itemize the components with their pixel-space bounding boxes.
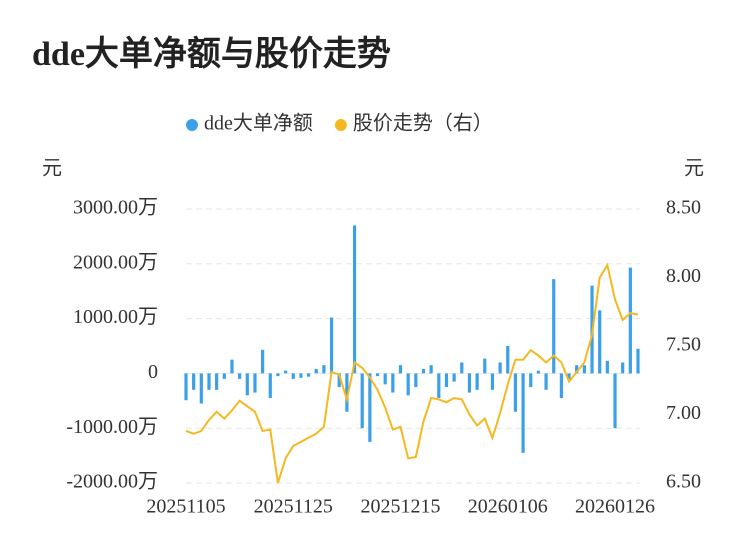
y2-tick-label: 7.50 [666,334,701,356]
x-tick-label: 20251105 [146,496,225,518]
bar [222,373,226,379]
bar [261,349,265,374]
bar [345,373,349,412]
bar [460,362,464,374]
bar [230,359,234,374]
bar [192,373,196,390]
y-tick-label: 3000.00万 [73,197,158,219]
bar [605,360,609,374]
bar [299,373,303,378]
bar [506,346,510,374]
y2-tick-label: 7.00 [666,402,701,424]
bar [467,373,472,393]
bar [337,373,341,388]
bar [437,373,441,399]
y2-tick-label: 6.50 [666,471,701,493]
bar [529,373,533,388]
bar [291,373,295,379]
y2-tick-label: 8.00 [666,265,701,287]
chart-title: dde大单净额与股价走势 [32,35,391,73]
x-tick-label: 20260106 [468,496,548,518]
legend-marker [334,119,347,131]
bar [429,365,433,374]
bar [414,373,418,388]
bar [245,373,249,396]
bar [621,362,625,374]
x-tick-label: 20260126 [575,496,655,518]
bar [352,225,357,374]
y-axis-label: 元 [42,158,62,180]
bar [513,373,518,412]
bar [375,373,380,377]
bar [559,373,563,399]
y-tick-label: 2000.00万 [73,251,158,273]
bar [498,362,502,374]
y2-axis-label: 元 [684,158,704,180]
bar [636,348,640,374]
y-tick-label: 1000.00万 [73,306,158,328]
x-tick-label: 20251125 [254,496,333,518]
bar [536,370,541,374]
bar [199,373,203,404]
legend-label: dde大单净额 [204,112,313,135]
bar [490,373,495,390]
y-tick-label: 0 [148,361,158,383]
bar [207,373,211,390]
bar [552,279,556,374]
bar [391,373,395,393]
bar [268,373,272,399]
bar [306,373,311,377]
bar [329,317,334,374]
bar [421,369,426,374]
bar [628,267,632,374]
bar [567,373,571,379]
legend-marker [186,119,198,131]
bar [383,373,387,385]
bar [215,373,219,390]
bar [184,373,188,401]
bar [360,373,364,429]
y-tick-label: -2000.00万 [66,471,158,493]
bar [238,373,242,379]
bar [398,365,403,374]
legend-label: 股价走势（右） [353,112,493,135]
bar [521,373,525,453]
bar [444,373,449,388]
bar [322,365,326,374]
bar [368,373,372,442]
bar [582,365,586,374]
x-tick-label: 20251215 [361,496,441,518]
bar [544,373,548,390]
y-tick-label: -1000.00万 [66,416,158,438]
bar [475,373,479,390]
bar [452,373,456,382]
bar [613,373,617,429]
bar [253,373,257,393]
bar [276,373,280,377]
bar [314,369,318,374]
price-line [185,262,639,484]
bar [406,373,410,396]
bar [483,358,487,374]
bar [575,365,579,374]
bar [598,310,602,374]
bar [283,370,288,374]
y2-tick-label: 8.50 [666,197,701,219]
